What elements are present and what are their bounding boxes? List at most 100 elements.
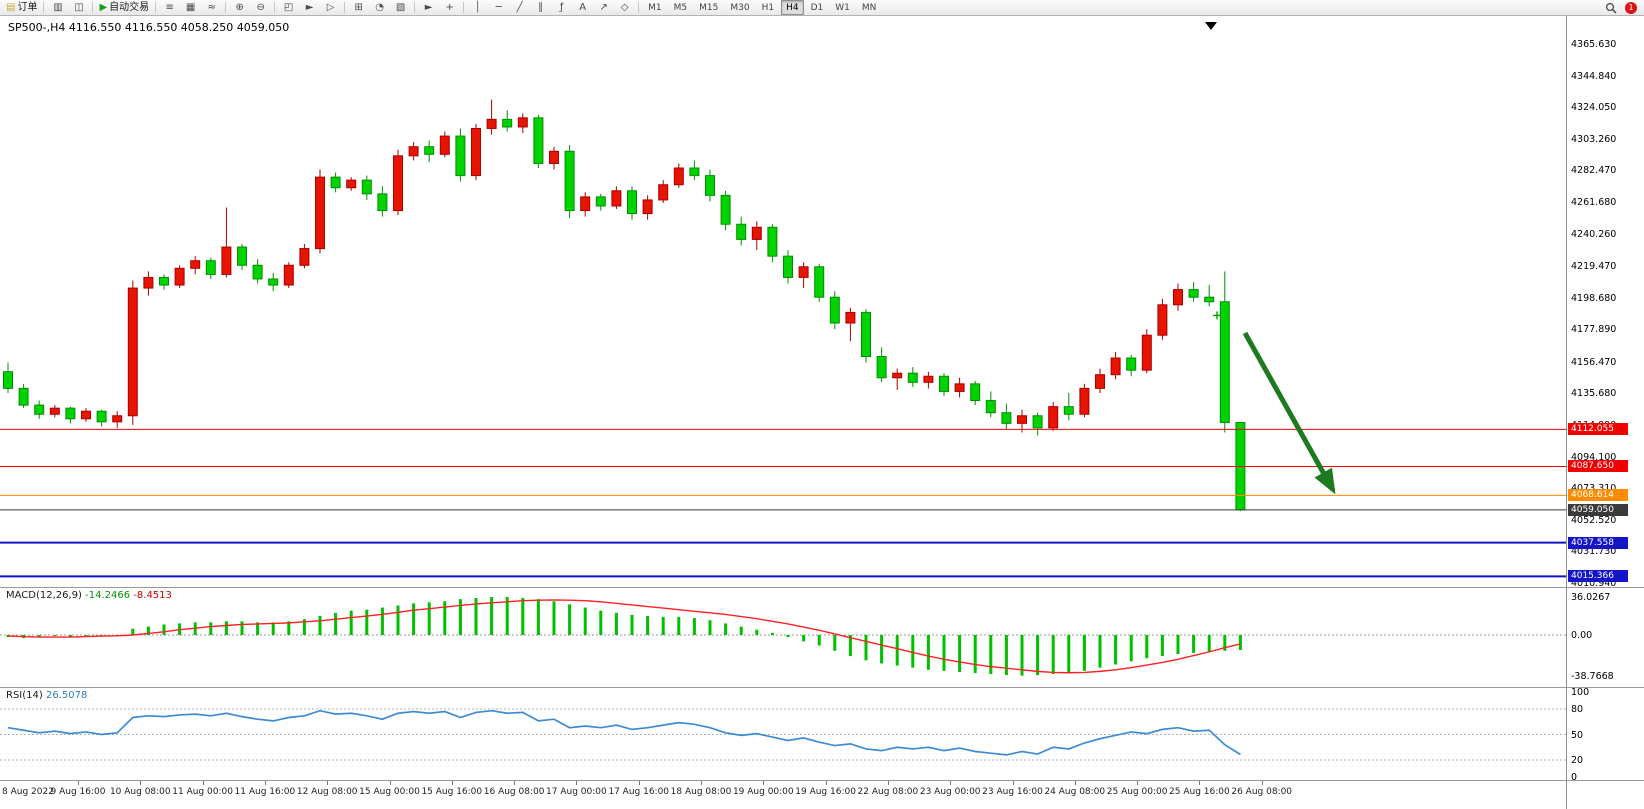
print-preview-icon-button[interactable]: ◫ [68, 0, 89, 16]
zoom-in-icon-button[interactable]: ⊕ [229, 0, 250, 16]
arrow-tool-icon-button[interactable]: ↗ [593, 0, 614, 16]
timeframe-m5[interactable]: M5 [673, 2, 688, 13]
line-chart-icon-button[interactable]: ≈ [201, 0, 222, 16]
candle-up [174, 267, 185, 286]
macd-histogram-bar [646, 616, 650, 635]
macd-histogram-bar [131, 628, 135, 635]
vline-icon-button[interactable]: │ [467, 0, 488, 16]
time-axis-tick [638, 781, 640, 785]
candle-down [939, 375, 949, 392]
rsi-canvas[interactable] [0, 688, 1566, 780]
macd-canvas[interactable] [0, 588, 1566, 687]
print-icon-button[interactable]: ▥ [47, 0, 68, 16]
time-axis-tick [1137, 781, 1139, 785]
timeframe-m15[interactable]: M15 [699, 2, 719, 13]
bar-chart-icon-button[interactable]: ≡ [159, 0, 180, 16]
channel-icon-button[interactable]: ∥ [530, 0, 551, 16]
macd-histogram-bar [1051, 635, 1055, 675]
time-axis-tick [389, 781, 391, 785]
macd-histogram-bar [958, 635, 962, 672]
tile-windows-icon-icon: ◰ [283, 1, 294, 13]
candle-up [486, 118, 497, 129]
macd-histogram-bar [911, 635, 915, 668]
text-icon-button[interactable]: A [572, 0, 593, 16]
text-icon-icon: A [579, 1, 587, 13]
toolbar-separator [414, 2, 416, 13]
timeframe-d1[interactable]: D1 [810, 2, 824, 13]
toolbar-separator [463, 2, 465, 13]
new-order-button[interactable]: ▤ 订单 [3, 0, 40, 16]
candle-down [985, 400, 996, 414]
candle-down [829, 296, 840, 324]
candle-up [658, 184, 669, 201]
price-level-badge: 4037.558 [1568, 536, 1628, 549]
macd-histogram-bar [240, 621, 244, 635]
candle-down [377, 193, 388, 212]
candle-up [1017, 415, 1027, 424]
notification-badge[interactable]: 1 [1625, 1, 1637, 14]
time-axis-label: 8 Aug 2022 [2, 787, 54, 797]
time-axis-label: 22 Aug 08:00 [857, 787, 919, 797]
macd-histogram-bar [848, 635, 852, 657]
chart-shift-icon-button[interactable]: ▷ [320, 0, 341, 16]
price-axis-label: 4240.260 [1571, 229, 1617, 241]
price-axis[interactable]: 4365.630 4344.840 4324.050 4303.260 4282.470… [1566, 16, 1644, 809]
timeframe-m1[interactable]: M1 [648, 2, 662, 13]
crosshair-icon-button[interactable]: + [439, 0, 460, 16]
time-axis-label: 17 Aug 00:00 [546, 787, 607, 797]
macd-histogram-bar [84, 635, 88, 637]
candle-down [564, 150, 575, 212]
candle-down [736, 223, 747, 240]
candle-up [798, 266, 809, 278]
search-button[interactable] [1600, 0, 1621, 16]
indicators-icon-button[interactable]: ⊞ [348, 0, 369, 16]
timeframe-m30[interactable]: M30 [730, 2, 750, 13]
candle-up [611, 190, 622, 207]
macd-histogram-bar [864, 635, 868, 661]
candle-up [1141, 334, 1152, 371]
timeframe-mn[interactable]: MN [861, 2, 877, 13]
pane-separator[interactable] [1567, 780, 1644, 781]
candle-down [783, 255, 793, 278]
rsi-axis-label: 0 [1571, 772, 1578, 783]
time-axis-tick [451, 781, 453, 785]
cursor-icon-button[interactable]: ► [418, 0, 439, 16]
time-axis-label: 10 Aug 08:00 [109, 787, 171, 797]
templates-icon-button[interactable]: ▧ [390, 0, 411, 16]
macd-histogram-bar [458, 599, 462, 635]
macd-histogram-bar [1192, 635, 1196, 653]
candle-up [580, 196, 591, 212]
auto-scroll-icon-button[interactable]: ► [299, 0, 320, 16]
rsi-axis-label: 80 [1571, 704, 1584, 715]
candle-down [205, 260, 216, 275]
candlestick-icon-button[interactable]: ▦ [180, 0, 201, 16]
main-chart-canvas[interactable] [0, 16, 1566, 587]
rsi-name: RSI(14) [6, 690, 43, 701]
tile-windows-icon-button[interactable]: ◰ [278, 0, 299, 16]
time-axis-label: 25 Aug 16:00 [1169, 787, 1230, 797]
time-axis-tick [950, 781, 952, 785]
hline-icon-button[interactable]: ─ [488, 0, 509, 16]
price-axis-label: 4282.470 [1571, 165, 1617, 177]
shapes-icon-button[interactable]: ◇ [614, 0, 635, 16]
macd-histogram-bar [1129, 635, 1133, 662]
auto-trading-button[interactable]: ▶ 自动交易 [96, 0, 152, 16]
macd-axis-label: 0.00 [1571, 630, 1593, 641]
time-axis-label: 12 Aug 08:00 [296, 787, 358, 797]
macd-histogram-bar [271, 622, 275, 635]
toolbar-separator [43, 2, 45, 13]
price-axis-label: 4073.310 [1571, 483, 1616, 494]
timeframe-w1[interactable]: W1 [835, 2, 850, 13]
fibonacci-icon-button[interactable]: ƒ [551, 0, 572, 16]
pane-separator[interactable] [1567, 687, 1644, 688]
trendline-icon-button[interactable]: ╱ [509, 0, 530, 16]
pane-separator[interactable] [1567, 587, 1644, 588]
zoom-out-icon-button[interactable]: ⊖ [250, 0, 271, 16]
timeframe-h1[interactable]: H1 [761, 2, 775, 13]
period-icon-button[interactable]: ◔ [369, 0, 390, 16]
timeframe-h4[interactable]: H4 [781, 0, 804, 15]
candle-up [439, 135, 450, 155]
time-axis[interactable]: 8 Aug 2022 9 Aug 16:00 10 Aug 08:00 11 Aug … [0, 781, 1566, 809]
candle-up [673, 167, 684, 186]
time-axis-label: 15 Aug 00:00 [359, 787, 420, 797]
